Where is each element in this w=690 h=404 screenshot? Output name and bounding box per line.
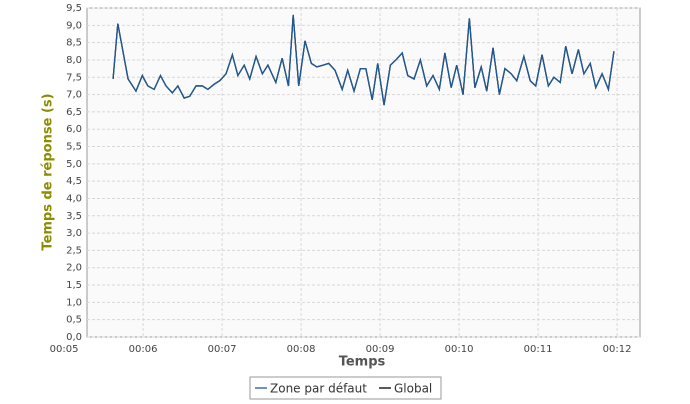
y-tick-label: 4,0 — [66, 193, 82, 204]
y-tick-label: 5,0 — [66, 159, 82, 170]
line-series — [112, 14, 615, 106]
y-tick-label: 2,0 — [66, 263, 82, 274]
y-tick-label: 2,5 — [66, 245, 82, 256]
x-axis-label: Temps — [339, 355, 386, 370]
x-tick-label: 00:10 — [445, 344, 474, 355]
y-tick-label: 8,5 — [66, 38, 82, 49]
y-tick-label: 0,5 — [66, 315, 82, 326]
x-tick-label: 00:12 — [603, 344, 632, 355]
y-tick-label: 3,0 — [66, 228, 82, 239]
y-tick-label: 6,0 — [66, 124, 82, 135]
x-tick-label: 00:06 — [129, 344, 158, 355]
y-tick-label: 5,5 — [66, 142, 82, 153]
x-tick-label: 00:07 — [208, 344, 237, 355]
y-tick-label: 7,0 — [66, 90, 82, 101]
x-tick-label: 00:05 — [50, 344, 79, 355]
legend-label: Zone par défaut — [270, 382, 367, 396]
y-tick-label: 0,0 — [66, 332, 82, 343]
y-tick-label: 3,5 — [66, 211, 82, 222]
legend-label: Global — [394, 382, 432, 396]
y-tick-label: 9,5 — [66, 3, 82, 14]
x-tick-label: 00:08 — [287, 344, 316, 355]
y-tick-label: 1,5 — [66, 280, 82, 291]
y-tick-label: 7,5 — [66, 72, 82, 83]
y-tick-label: 1,0 — [66, 297, 82, 308]
plot-area — [86, 7, 641, 338]
y-tick-label: 8,0 — [66, 55, 82, 66]
y-axis-label: Temps de réponse (s) — [41, 93, 56, 250]
y-tick-label: 6,5 — [66, 107, 82, 118]
legend — [249, 376, 442, 400]
x-tick-label: 00:11 — [524, 344, 553, 355]
y-tick-label: 9,0 — [66, 20, 82, 31]
y-tick-label: 4,5 — [66, 176, 82, 187]
x-tick-label: 00:09 — [366, 344, 395, 355]
